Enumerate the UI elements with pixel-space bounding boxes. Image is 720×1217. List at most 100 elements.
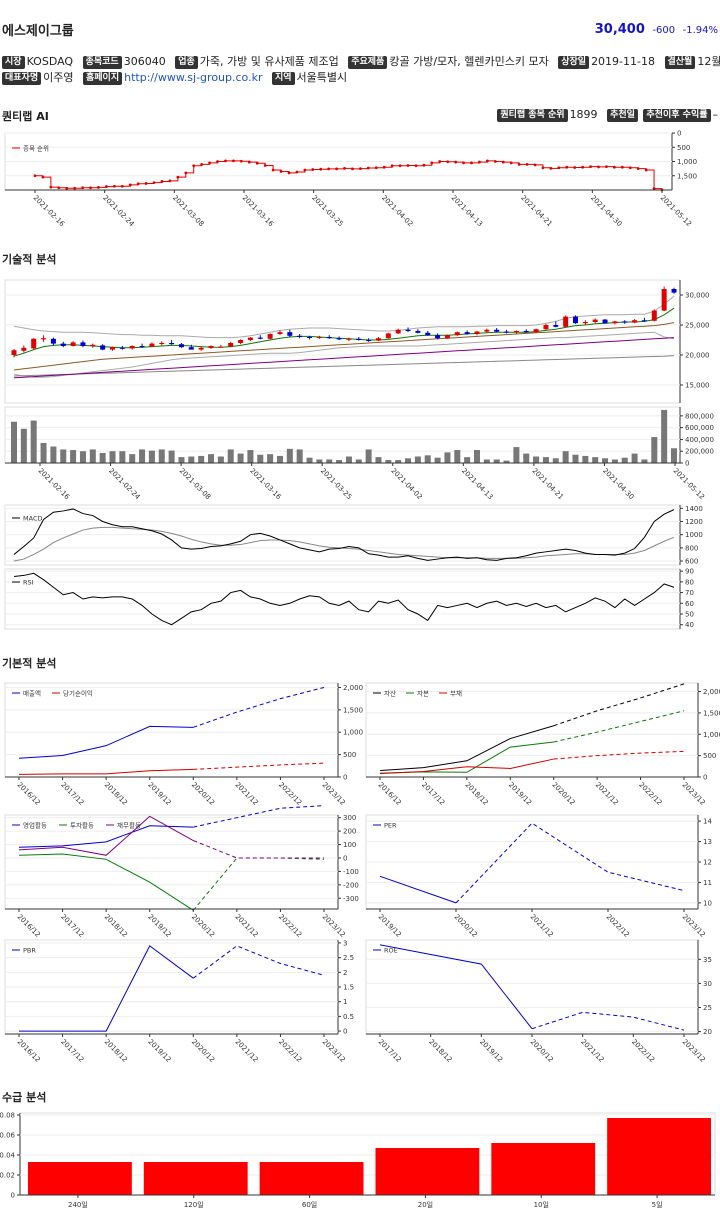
fund-per-series-actual	[379, 875, 457, 904]
products-tag: 주요제품	[348, 56, 388, 69]
volume-chart-bar	[611, 459, 618, 463]
rank-chart-point	[184, 171, 188, 175]
volume-chart-bar	[434, 457, 441, 463]
volume-chart-bar	[621, 457, 628, 463]
fund-fund2-series-forecast	[553, 710, 685, 743]
fund-fund2-legend-label: 부채	[450, 690, 462, 698]
supply-chart-bar	[143, 1162, 248, 1195]
fund-fund1-frame	[4, 682, 339, 778]
candle-chart-candle	[671, 289, 677, 293]
rank-chart-y-tick-label: 1,000	[677, 158, 697, 166]
candle-chart-candle	[178, 344, 184, 348]
fund-fund3-y-tick-label: 0	[343, 854, 347, 862]
candle-chart-candle	[326, 337, 332, 339]
fund-fund2-y-tick-label: 2,000	[703, 688, 720, 696]
rank-chart-x-tick-label: 2021-03-25	[310, 194, 344, 228]
fund-fund3-series-forecast	[193, 805, 325, 828]
listing-tag: 상장일	[558, 56, 590, 69]
rank-chart-point	[41, 175, 45, 179]
info-row-2: 대표자명 이주영 홈페이지 http://www.sj-group.co.kr 지역…	[2, 70, 353, 85]
candle-chart-ma-xlong	[13, 337, 675, 379]
rank-chart-point	[501, 160, 505, 164]
fund-fund2-x-tick-label: 2021/12	[594, 781, 620, 807]
fund-fund2-x-tick-label: 2020/12	[550, 781, 576, 807]
rec-date-tag: 추천일	[607, 109, 638, 122]
volume-chart-bar	[602, 458, 609, 463]
homepage-link[interactable]: http://www.sj-group.co.kr	[124, 71, 263, 84]
candle-chart-candle	[80, 342, 86, 346]
fund-fund3-x-tick-label: 2022/12	[277, 913, 303, 939]
rank-chart-y-tick-label: 1,500	[677, 172, 697, 180]
rank-chart-x-tick-label: 2021-03-08	[171, 194, 205, 228]
fund-roe-series-actual	[379, 944, 533, 1030]
supply-chart-x-tick-label: 20일	[418, 1200, 433, 1209]
volume-chart-x-tick-label: 2021-05-12	[672, 467, 706, 501]
volume-chart-x-tick-label: 2021-02-24	[107, 467, 142, 502]
rank-chart-point	[565, 165, 569, 169]
supply-chart-bar	[375, 1148, 480, 1195]
volume-chart-bar	[129, 454, 136, 463]
candle-chart-candle	[287, 332, 293, 336]
rank-chart-x-tick-label: 2021-05-12	[659, 194, 693, 228]
fund-pbr-y-tick-label: 2	[343, 969, 347, 977]
fund-per-y-tick-label: 11	[703, 879, 712, 887]
fund-fund2-x-tick-label: 2022/12	[637, 781, 663, 807]
candle-chart-candle	[208, 346, 214, 348]
homepage-tag: 홈페이지	[83, 72, 123, 85]
rsi-chart-frame	[4, 568, 681, 630]
section-title-quantum: 퀀티랩 AI	[2, 110, 49, 123]
fund-pbr-series-actual	[19, 945, 194, 1032]
candle-chart-candle	[661, 289, 667, 311]
candle-chart-candle	[504, 331, 510, 333]
candle-chart-candle	[169, 343, 175, 345]
price-box: 30,400 -600 -1.94%	[595, 22, 718, 37]
rank-chart-point	[97, 186, 100, 189]
rank-chart-point	[644, 168, 648, 172]
volume-chart-y-tick-label: 800,000	[685, 412, 714, 420]
candle-chart-candle	[563, 316, 569, 327]
fund-pbr-x-tick-label: 2017/12	[59, 1038, 85, 1064]
fund-pbr-y-tick-label: 0	[343, 1028, 347, 1036]
candle-chart-candle	[533, 329, 539, 333]
quantum-badges: 퀀티랩 종목 순위 1899 추천일 추천이후 수익률 –	[497, 108, 718, 122]
rank-chart-point	[239, 159, 243, 163]
candle-chart-candle	[444, 335, 450, 339]
fund-fund1-series-actual	[18, 768, 194, 775]
volume-chart-bar	[414, 456, 421, 463]
return-tag: 추천이후 수익률	[643, 109, 711, 122]
current-price: 30,400	[594, 22, 645, 37]
candle-chart-candle	[336, 338, 342, 340]
fund-fund1-x-tick-label: 2021/12	[233, 781, 259, 807]
volume-chart-bar	[20, 428, 27, 463]
rank-chart-point	[517, 162, 521, 166]
return-value: –	[712, 108, 719, 121]
volume-chart-x-tick-label: 2021-04-30	[601, 467, 635, 501]
fund-fund3-y-tick-label: -100	[343, 868, 359, 876]
rank-chart-point	[485, 159, 489, 163]
volume-chart-bar	[405, 458, 412, 463]
candle-chart-candle	[435, 335, 441, 339]
fund-fund1-x-tick-label: 2020/12	[190, 781, 216, 807]
fund-pbr-x-tick-label: 2021/12	[233, 1038, 259, 1064]
fund-fund2-legend-label: 자산	[384, 689, 396, 698]
volume-chart-bar	[237, 453, 244, 463]
volume-chart-bar	[355, 459, 362, 463]
candle-chart-candle	[385, 333, 391, 339]
rank-chart-point	[208, 161, 212, 165]
rank-chart-x-tick-label: 2021-02-16	[32, 194, 67, 229]
supply-chart-bar	[491, 1143, 596, 1195]
candle-chart-candle	[395, 329, 401, 334]
candle-chart-candle	[11, 350, 17, 355]
rank-chart-point	[382, 165, 386, 169]
rank-chart-point	[636, 167, 640, 171]
candle-chart-candle	[484, 329, 490, 332]
volume-chart-bar	[11, 421, 17, 463]
volume-chart-bar	[661, 409, 668, 463]
rank-chart-point	[620, 165, 624, 169]
candle-chart-candle	[139, 346, 145, 347]
fund-pbr-y-tick-label: 1	[343, 998, 347, 1006]
candle-chart-candle	[41, 338, 47, 340]
rank-chart-point	[493, 160, 497, 163]
rank-chart-point	[120, 184, 124, 188]
industry-value: 가죽, 가방 및 유사제품 제조업	[199, 55, 339, 68]
